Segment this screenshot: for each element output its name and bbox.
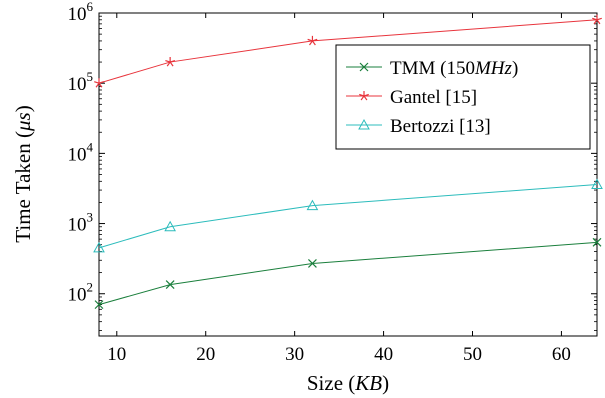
x-tick-label: 30	[285, 344, 304, 365]
y-tick-label: 102	[68, 280, 94, 306]
x-tick-label: 50	[463, 344, 482, 365]
series-line	[98, 184, 598, 249]
legend-entry: Gantel [15]	[346, 87, 477, 108]
legend-label: TMM (150MHz)	[390, 58, 518, 79]
legend-label: Gantel [15]	[390, 87, 477, 108]
y-tick-label: 104	[68, 139, 94, 165]
data-point-marker	[94, 300, 104, 310]
y-tick-label: 105	[68, 69, 94, 95]
legend-label: Bertozzi [13]	[390, 116, 491, 137]
data-point-marker	[164, 220, 176, 232]
y-tick-label: 106	[68, 0, 94, 25]
series-layer	[93, 14, 603, 310]
series-1	[94, 14, 602, 88]
x-tick-label: 20	[196, 344, 215, 365]
y-axis-ticks: 102 103 104 105 106	[68, 0, 597, 331]
legend-box	[335, 44, 591, 150]
data-point-marker	[306, 199, 319, 211]
data-point-marker	[93, 241, 105, 253]
data-point-marker	[592, 14, 602, 25]
x-tick-label: 40	[374, 344, 393, 365]
series-2	[93, 178, 603, 253]
legend-entry: TMM (150MHz)	[346, 58, 518, 79]
data-point-marker	[358, 118, 370, 130]
series-line	[98, 241, 598, 306]
x-tick-label: 60	[552, 344, 571, 365]
x-tick-label: 10	[107, 344, 126, 365]
data-point-marker	[359, 91, 369, 101]
data-point-marker	[165, 57, 176, 67]
series-line	[98, 19, 598, 84]
data-point-marker	[307, 35, 318, 46]
data-point-marker	[308, 259, 317, 268]
x-axis-label: Size (KB)	[307, 371, 389, 395]
legend: TMM (150MHz) Gantel [15] Bertozzi [13]	[335, 44, 591, 150]
legend-entry: Bertozzi [13]	[346, 116, 491, 137]
y-axis-label: Time Taken (μs)	[11, 105, 35, 242]
x-axis-ticks: 10 20 30 40 50 60	[107, 13, 571, 365]
data-point-marker	[592, 237, 602, 247]
data-point-marker	[94, 78, 104, 88]
data-point-marker	[591, 178, 603, 190]
data-point-marker	[165, 280, 175, 290]
y-tick-label: 103	[68, 210, 94, 236]
data-point-marker	[359, 62, 369, 72]
series-0	[94, 237, 602, 310]
